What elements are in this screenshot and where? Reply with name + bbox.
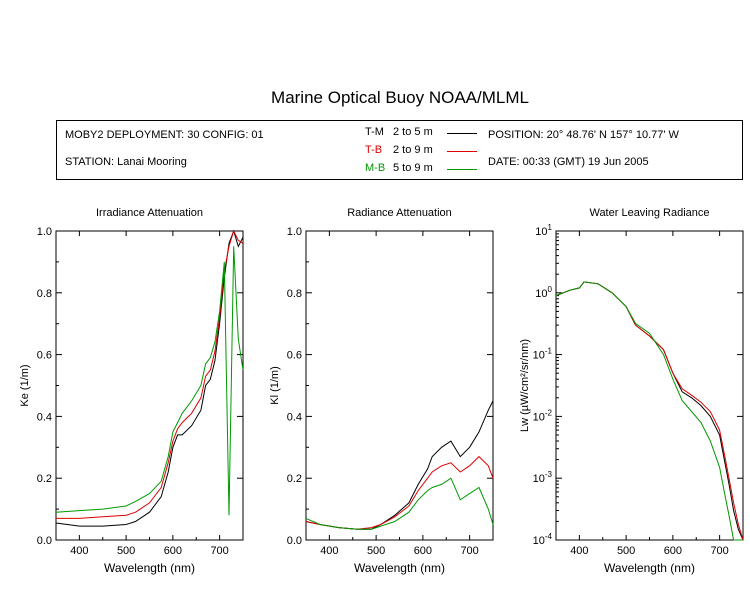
y-tick-label: 10-2 bbox=[533, 408, 553, 423]
legend-code-tm: T-M bbox=[365, 126, 384, 138]
legend-code-mb: M-B bbox=[365, 162, 386, 174]
x-tick-label: 700 bbox=[710, 545, 728, 557]
y-tick-label: 0.4 bbox=[37, 411, 52, 423]
y-tick-label: 0.8 bbox=[37, 288, 52, 300]
page-title: Marine Optical Buoy NOAA/MLML bbox=[271, 88, 529, 107]
series-line-m-b bbox=[305, 477, 494, 530]
y-tick-label: 0.6 bbox=[287, 350, 302, 362]
chart-title: Irradiance Attenuation bbox=[96, 207, 203, 219]
y-tick-label: 0.0 bbox=[287, 535, 302, 547]
legend-line-tm bbox=[447, 133, 477, 134]
x-tick-label: 700 bbox=[210, 545, 228, 557]
legend-range-mb: 5 to 9 m bbox=[393, 162, 433, 174]
x-axis-label: Wavelength (nm) bbox=[104, 561, 195, 575]
deployment-label: MOBY2 DEPLOYMENT: 30 CONFIG: 01 bbox=[65, 129, 264, 141]
legend-line-tb bbox=[447, 151, 477, 152]
y-axis-label: Lw (µW/cm²/sr/nm) bbox=[519, 339, 531, 432]
y-tick-label: 101 bbox=[535, 223, 552, 238]
series-line-t-m bbox=[305, 400, 494, 530]
series-line-t-b bbox=[555, 281, 744, 541]
x-tick-label: 700 bbox=[460, 545, 478, 557]
y-tick-label: 1.0 bbox=[287, 226, 302, 238]
y-tick-label: 10-3 bbox=[533, 470, 553, 485]
y-tick-label: 10-4 bbox=[533, 532, 553, 547]
x-tick-label: 600 bbox=[164, 545, 182, 557]
y-tick-label: 0.4 bbox=[287, 411, 302, 423]
y-tick-label: 100 bbox=[535, 285, 552, 300]
y-tick-label: 0.6 bbox=[37, 350, 52, 362]
plot-frame bbox=[555, 230, 744, 541]
x-tick-label: 500 bbox=[117, 545, 135, 557]
x-tick-label: 600 bbox=[664, 545, 682, 557]
x-tick-label: 500 bbox=[367, 545, 385, 557]
chart-title: Water Leaving Radiance bbox=[589, 207, 709, 219]
y-tick-label: 0.8 bbox=[287, 288, 302, 300]
x-tick-label: 400 bbox=[70, 545, 88, 557]
x-tick-label: 600 bbox=[414, 545, 432, 557]
y-tick-label: 0.0 bbox=[37, 535, 52, 547]
chart-title: Radiance Attenuation bbox=[347, 207, 452, 219]
x-tick-label: 400 bbox=[320, 545, 338, 557]
series-line-m-b bbox=[555, 281, 743, 541]
x-tick-label: 500 bbox=[617, 545, 635, 557]
date-label: DATE: 00:33 (GMT) 19 Jun 2005 bbox=[488, 156, 649, 168]
series-line-t-m bbox=[55, 229, 244, 527]
series-line-t-m bbox=[555, 281, 744, 541]
legend-range-tb: 2 to 9 m bbox=[393, 144, 433, 156]
series-line-m-b bbox=[55, 246, 244, 516]
x-axis-label: Wavelength (nm) bbox=[354, 561, 445, 575]
y-axis-label: Kl (1/m) bbox=[269, 366, 281, 405]
y-axis-label: Ke (1/m) bbox=[19, 364, 31, 406]
position-label: POSITION: 20° 48.76' N 157° 10.77' W bbox=[488, 129, 679, 141]
y-tick-label: 0.2 bbox=[287, 473, 302, 485]
y-tick-label: 10-1 bbox=[533, 347, 553, 362]
legend-code-tb: T-B bbox=[365, 144, 383, 156]
plot-frame bbox=[305, 230, 494, 541]
series-line-t-b bbox=[56, 229, 244, 519]
y-tick-label: 0.2 bbox=[37, 473, 52, 485]
info-panel: MOBY2 DEPLOYMENT: 30 CONFIG: 01 STATION:… bbox=[56, 120, 743, 180]
station-label: STATION: Lanai Mooring bbox=[65, 156, 187, 168]
legend-line-mb bbox=[447, 169, 477, 170]
legend-range-tm: 2 to 5 m bbox=[393, 126, 433, 138]
x-tick-label: 400 bbox=[570, 545, 588, 557]
y-tick-label: 1.0 bbox=[37, 226, 52, 238]
x-axis-label: Wavelength (nm) bbox=[604, 561, 695, 575]
